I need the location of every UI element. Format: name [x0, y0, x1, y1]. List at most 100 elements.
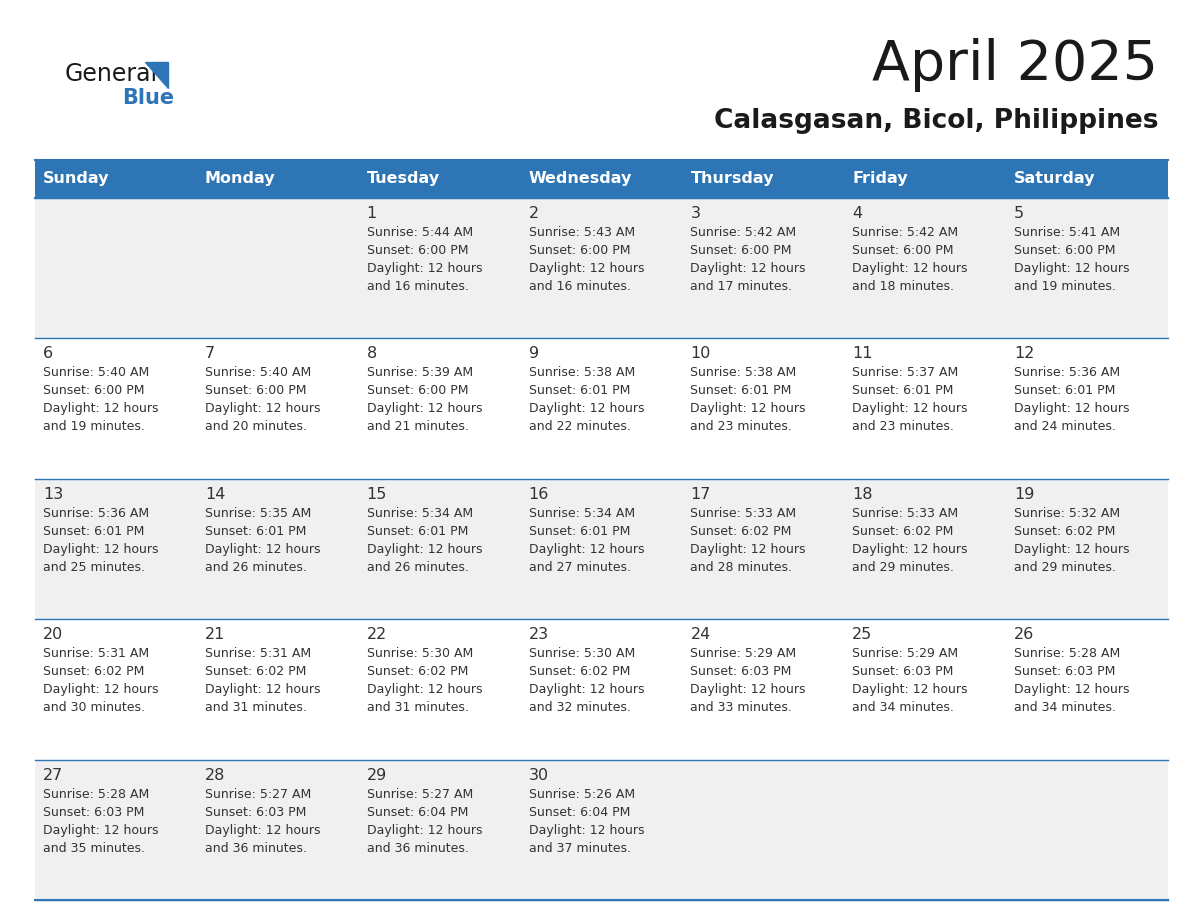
Bar	[359, 198, 520, 339]
Bar	[34, 479, 197, 620]
Text: Tuesday: Tuesday	[367, 172, 440, 186]
Bar	[682, 759, 845, 900]
Bar	[34, 160, 197, 198]
Bar	[1006, 479, 1168, 620]
Bar	[845, 198, 1006, 339]
Text: 13: 13	[43, 487, 63, 502]
Text: 4: 4	[852, 206, 862, 221]
Text: 28: 28	[204, 767, 226, 783]
Bar	[34, 759, 197, 900]
Text: 27: 27	[43, 767, 63, 783]
Text: 10: 10	[690, 346, 710, 362]
Text: Thursday: Thursday	[690, 172, 773, 186]
Text: April 2025: April 2025	[872, 38, 1158, 92]
Bar	[1006, 198, 1168, 339]
Bar	[1006, 160, 1168, 198]
Bar	[520, 339, 682, 479]
Text: Sunrise: 5:31 AM
Sunset: 6:02 PM
Daylight: 12 hours
and 30 minutes.: Sunrise: 5:31 AM Sunset: 6:02 PM Dayligh…	[43, 647, 158, 714]
Bar	[34, 620, 197, 759]
Text: Sunrise: 5:38 AM
Sunset: 6:01 PM
Daylight: 12 hours
and 22 minutes.: Sunrise: 5:38 AM Sunset: 6:01 PM Dayligh…	[529, 366, 644, 433]
Bar	[197, 479, 359, 620]
Polygon shape	[145, 62, 168, 88]
Text: 5: 5	[1015, 206, 1024, 221]
Bar	[359, 759, 520, 900]
Bar	[1006, 620, 1168, 759]
Text: Sunrise: 5:32 AM
Sunset: 6:02 PM
Daylight: 12 hours
and 29 minutes.: Sunrise: 5:32 AM Sunset: 6:02 PM Dayligh…	[1015, 507, 1130, 574]
Bar	[1006, 339, 1168, 479]
Bar	[197, 759, 359, 900]
Text: 6: 6	[43, 346, 53, 362]
Text: Sunrise: 5:36 AM
Sunset: 6:01 PM
Daylight: 12 hours
and 25 minutes.: Sunrise: 5:36 AM Sunset: 6:01 PM Dayligh…	[43, 507, 158, 574]
Text: Sunrise: 5:43 AM
Sunset: 6:00 PM
Daylight: 12 hours
and 16 minutes.: Sunrise: 5:43 AM Sunset: 6:00 PM Dayligh…	[529, 226, 644, 293]
Text: 15: 15	[367, 487, 387, 502]
Bar	[845, 160, 1006, 198]
Bar	[520, 198, 682, 339]
Bar	[520, 479, 682, 620]
Bar	[682, 339, 845, 479]
Text: 29: 29	[367, 767, 387, 783]
Text: 17: 17	[690, 487, 710, 502]
Bar	[197, 198, 359, 339]
Bar	[359, 160, 520, 198]
Text: 14: 14	[204, 487, 226, 502]
Bar	[845, 759, 1006, 900]
Text: Friday: Friday	[852, 172, 908, 186]
Text: Sunrise: 5:33 AM
Sunset: 6:02 PM
Daylight: 12 hours
and 28 minutes.: Sunrise: 5:33 AM Sunset: 6:02 PM Dayligh…	[690, 507, 805, 574]
Bar	[34, 198, 197, 339]
Text: Sunrise: 5:38 AM
Sunset: 6:01 PM
Daylight: 12 hours
and 23 minutes.: Sunrise: 5:38 AM Sunset: 6:01 PM Dayligh…	[690, 366, 805, 433]
Text: 25: 25	[852, 627, 872, 643]
Text: Sunrise: 5:42 AM
Sunset: 6:00 PM
Daylight: 12 hours
and 18 minutes.: Sunrise: 5:42 AM Sunset: 6:00 PM Dayligh…	[852, 226, 968, 293]
Text: Sunrise: 5:36 AM
Sunset: 6:01 PM
Daylight: 12 hours
and 24 minutes.: Sunrise: 5:36 AM Sunset: 6:01 PM Dayligh…	[1015, 366, 1130, 433]
Text: Sunday: Sunday	[43, 172, 109, 186]
Text: Sunrise: 5:34 AM
Sunset: 6:01 PM
Daylight: 12 hours
and 26 minutes.: Sunrise: 5:34 AM Sunset: 6:01 PM Dayligh…	[367, 507, 482, 574]
Text: Sunrise: 5:39 AM
Sunset: 6:00 PM
Daylight: 12 hours
and 21 minutes.: Sunrise: 5:39 AM Sunset: 6:00 PM Dayligh…	[367, 366, 482, 433]
Text: 16: 16	[529, 487, 549, 502]
Text: Sunrise: 5:28 AM
Sunset: 6:03 PM
Daylight: 12 hours
and 35 minutes.: Sunrise: 5:28 AM Sunset: 6:03 PM Dayligh…	[43, 788, 158, 855]
Bar	[682, 198, 845, 339]
Bar	[197, 160, 359, 198]
Bar	[682, 620, 845, 759]
Text: Sunrise: 5:44 AM
Sunset: 6:00 PM
Daylight: 12 hours
and 16 minutes.: Sunrise: 5:44 AM Sunset: 6:00 PM Dayligh…	[367, 226, 482, 293]
Text: Sunrise: 5:29 AM
Sunset: 6:03 PM
Daylight: 12 hours
and 33 minutes.: Sunrise: 5:29 AM Sunset: 6:03 PM Dayligh…	[690, 647, 805, 714]
Text: 18: 18	[852, 487, 873, 502]
Text: Sunrise: 5:29 AM
Sunset: 6:03 PM
Daylight: 12 hours
and 34 minutes.: Sunrise: 5:29 AM Sunset: 6:03 PM Dayligh…	[852, 647, 968, 714]
Text: 21: 21	[204, 627, 226, 643]
Text: 2: 2	[529, 206, 538, 221]
Bar	[1006, 759, 1168, 900]
Bar	[682, 479, 845, 620]
Text: Wednesday: Wednesday	[529, 172, 632, 186]
Text: Sunrise: 5:30 AM
Sunset: 6:02 PM
Daylight: 12 hours
and 32 minutes.: Sunrise: 5:30 AM Sunset: 6:02 PM Dayligh…	[529, 647, 644, 714]
Text: 3: 3	[690, 206, 701, 221]
Bar	[520, 620, 682, 759]
Bar	[359, 620, 520, 759]
Text: 30: 30	[529, 767, 549, 783]
Text: Sunrise: 5:30 AM
Sunset: 6:02 PM
Daylight: 12 hours
and 31 minutes.: Sunrise: 5:30 AM Sunset: 6:02 PM Dayligh…	[367, 647, 482, 714]
Text: Sunrise: 5:27 AM
Sunset: 6:04 PM
Daylight: 12 hours
and 36 minutes.: Sunrise: 5:27 AM Sunset: 6:04 PM Dayligh…	[367, 788, 482, 855]
Text: 12: 12	[1015, 346, 1035, 362]
Text: 22: 22	[367, 627, 387, 643]
Text: Sunrise: 5:35 AM
Sunset: 6:01 PM
Daylight: 12 hours
and 26 minutes.: Sunrise: 5:35 AM Sunset: 6:01 PM Dayligh…	[204, 507, 321, 574]
Text: Sunrise: 5:37 AM
Sunset: 6:01 PM
Daylight: 12 hours
and 23 minutes.: Sunrise: 5:37 AM Sunset: 6:01 PM Dayligh…	[852, 366, 968, 433]
Text: Sunrise: 5:40 AM
Sunset: 6:00 PM
Daylight: 12 hours
and 19 minutes.: Sunrise: 5:40 AM Sunset: 6:00 PM Dayligh…	[43, 366, 158, 433]
Text: Sunrise: 5:34 AM
Sunset: 6:01 PM
Daylight: 12 hours
and 27 minutes.: Sunrise: 5:34 AM Sunset: 6:01 PM Dayligh…	[529, 507, 644, 574]
Bar	[520, 759, 682, 900]
Text: Sunrise: 5:31 AM
Sunset: 6:02 PM
Daylight: 12 hours
and 31 minutes.: Sunrise: 5:31 AM Sunset: 6:02 PM Dayligh…	[204, 647, 321, 714]
Text: Sunrise: 5:42 AM
Sunset: 6:00 PM
Daylight: 12 hours
and 17 minutes.: Sunrise: 5:42 AM Sunset: 6:00 PM Dayligh…	[690, 226, 805, 293]
Bar	[197, 339, 359, 479]
Bar	[845, 339, 1006, 479]
Text: Sunrise: 5:27 AM
Sunset: 6:03 PM
Daylight: 12 hours
and 36 minutes.: Sunrise: 5:27 AM Sunset: 6:03 PM Dayligh…	[204, 788, 321, 855]
Text: 1: 1	[367, 206, 377, 221]
Text: 20: 20	[43, 627, 63, 643]
Text: Sunrise: 5:40 AM
Sunset: 6:00 PM
Daylight: 12 hours
and 20 minutes.: Sunrise: 5:40 AM Sunset: 6:00 PM Dayligh…	[204, 366, 321, 433]
Text: 9: 9	[529, 346, 538, 362]
Text: General: General	[65, 62, 158, 86]
Text: 23: 23	[529, 627, 549, 643]
Bar	[34, 339, 197, 479]
Text: 26: 26	[1015, 627, 1035, 643]
Text: Sunrise: 5:41 AM
Sunset: 6:00 PM
Daylight: 12 hours
and 19 minutes.: Sunrise: 5:41 AM Sunset: 6:00 PM Dayligh…	[1015, 226, 1130, 293]
Bar	[359, 479, 520, 620]
Bar	[845, 620, 1006, 759]
Text: Sunrise: 5:33 AM
Sunset: 6:02 PM
Daylight: 12 hours
and 29 minutes.: Sunrise: 5:33 AM Sunset: 6:02 PM Dayligh…	[852, 507, 968, 574]
Text: Calasgasan, Bicol, Philippines: Calasgasan, Bicol, Philippines	[714, 108, 1158, 134]
Bar	[682, 160, 845, 198]
